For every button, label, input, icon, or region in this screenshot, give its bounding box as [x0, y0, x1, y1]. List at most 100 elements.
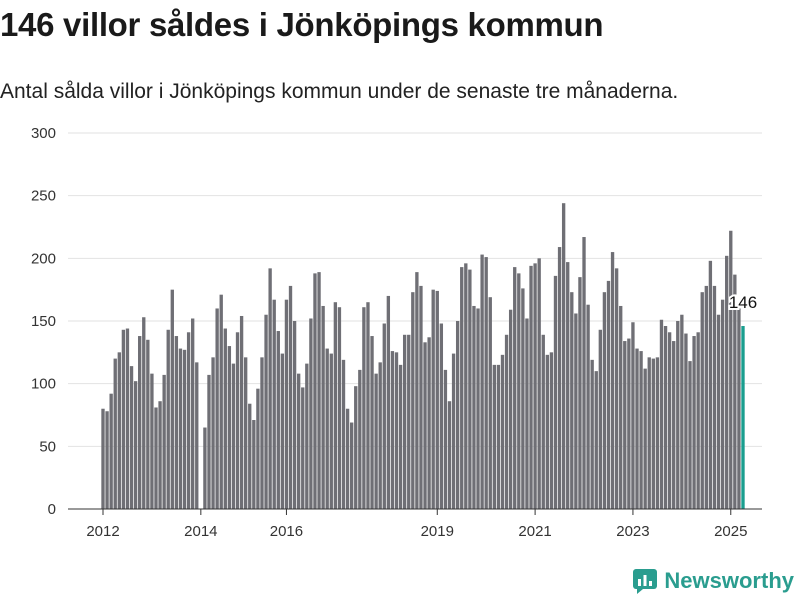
bar	[370, 336, 374, 509]
bar	[729, 230, 733, 509]
x-tick-label: 2016	[270, 523, 303, 540]
bar	[663, 326, 668, 509]
x-tick-label: 2025	[714, 523, 747, 540]
bar	[606, 280, 611, 509]
y-tick-label: 50	[39, 438, 56, 455]
bar	[398, 364, 403, 509]
bar	[244, 357, 248, 509]
bar	[333, 302, 338, 509]
y-tick-label: 250	[31, 188, 56, 205]
bar	[133, 381, 138, 509]
bar	[586, 304, 590, 509]
bar	[252, 420, 256, 509]
bar	[451, 353, 456, 509]
bar	[146, 339, 150, 509]
bar	[362, 307, 366, 509]
bar	[619, 305, 623, 509]
bar	[166, 329, 170, 509]
bar	[610, 252, 615, 510]
bar	[341, 359, 346, 509]
bar	[533, 263, 537, 509]
bar	[504, 334, 509, 509]
bar	[712, 285, 717, 509]
bar	[264, 314, 268, 509]
bar	[680, 314, 684, 509]
bar	[696, 332, 700, 509]
bar	[150, 373, 154, 509]
bar	[443, 369, 448, 509]
bar	[557, 247, 562, 509]
bar	[647, 357, 651, 509]
bar	[284, 299, 289, 509]
bar	[631, 322, 635, 509]
bar	[109, 393, 113, 509]
bar	[349, 422, 354, 509]
x-tick-label: 2021	[518, 523, 551, 540]
bar	[207, 374, 211, 509]
bar-highlight	[741, 326, 745, 509]
y-axis-ticks: 0 50 100 150 200 250 300	[31, 125, 56, 518]
bar	[513, 267, 517, 509]
bar	[248, 403, 252, 509]
bar	[288, 285, 293, 509]
bar	[113, 358, 117, 509]
bar	[460, 267, 464, 509]
bar	[427, 337, 431, 509]
bar	[313, 273, 317, 509]
bar	[129, 366, 134, 509]
bar	[366, 302, 370, 509]
bar	[492, 364, 497, 509]
bar	[704, 285, 708, 509]
bar	[178, 348, 183, 509]
bar	[301, 387, 305, 509]
bar	[468, 269, 472, 509]
bar	[402, 334, 407, 509]
bar	[598, 329, 602, 509]
bar	[358, 369, 362, 509]
bar	[627, 338, 631, 509]
bar	[537, 258, 541, 509]
bar	[435, 290, 439, 509]
bar	[125, 328, 130, 509]
bar	[219, 294, 223, 509]
bar	[720, 299, 725, 509]
bar	[415, 272, 419, 509]
bar	[325, 348, 329, 509]
bar	[182, 349, 187, 509]
bar	[602, 292, 607, 509]
bar	[672, 341, 676, 509]
chart-subtitle: Antal sålda villor i Jönköpings kommun u…	[0, 80, 679, 103]
bar	[667, 332, 672, 509]
bar	[337, 307, 342, 509]
bar	[419, 285, 423, 509]
y-tick-label: 100	[31, 376, 56, 393]
bar	[496, 364, 501, 509]
bar	[256, 388, 260, 509]
bar	[305, 363, 309, 509]
bar	[227, 346, 232, 509]
bar	[480, 254, 484, 509]
bar	[101, 408, 105, 509]
bar	[716, 314, 721, 509]
bar	[223, 328, 227, 509]
x-tick-label: 2012	[86, 523, 119, 540]
brand-name: Newsworthy	[664, 568, 794, 593]
bar	[158, 401, 162, 509]
bar	[280, 353, 285, 509]
bar	[317, 272, 321, 509]
bar	[521, 288, 525, 509]
bar	[439, 323, 444, 509]
bar	[121, 329, 126, 509]
bar	[203, 427, 207, 509]
bar	[737, 308, 741, 509]
bar	[321, 305, 325, 509]
bar	[582, 237, 586, 509]
bar	[170, 289, 174, 509]
bar	[639, 351, 643, 509]
bar	[488, 297, 492, 509]
bar	[676, 321, 680, 509]
bar	[191, 318, 195, 509]
bar	[382, 323, 386, 509]
x-tick-label: 2019	[421, 523, 454, 540]
bar	[708, 260, 713, 509]
